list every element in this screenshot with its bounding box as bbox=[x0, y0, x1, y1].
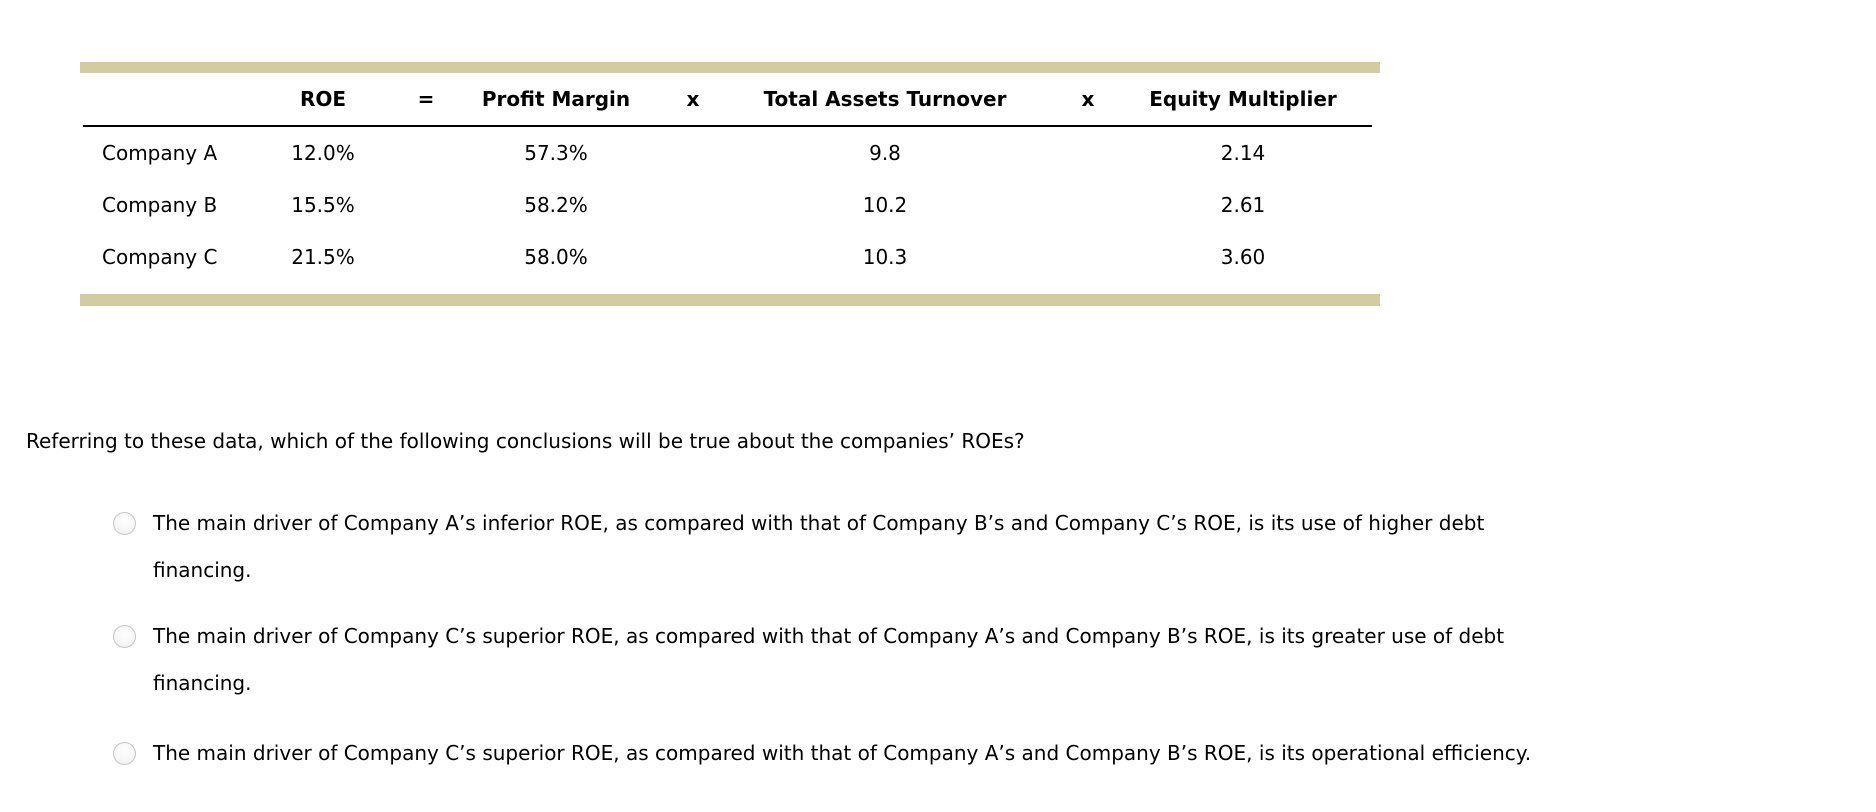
answer-option-line: The main driver of Company C’s superior … bbox=[153, 624, 1505, 648]
profit-margin-value: 57.3% bbox=[524, 141, 588, 165]
answer-option-1[interactable]: The main driver of Company A’s inferior … bbox=[113, 500, 1484, 594]
multiply-sign: x bbox=[1081, 87, 1095, 111]
answer-option-line: The main driver of Company A’s inferior … bbox=[153, 511, 1485, 535]
profit-margin-value: 58.2% bbox=[524, 193, 588, 217]
col-header-profit-margin: Profit Margin bbox=[481, 87, 631, 111]
table-row: Company C 21.5% 58.0% 10.3 3.60 bbox=[80, 231, 1380, 283]
answer-option-3[interactable]: The main driver of Company C’s superior … bbox=[113, 730, 1531, 777]
equity-multiplier-value: 3.60 bbox=[1220, 245, 1266, 269]
profit-margin-value: 58.0% bbox=[524, 245, 588, 269]
answer-option-2[interactable]: The main driver of Company C’s superior … bbox=[113, 613, 1504, 707]
total-assets-turnover-value: 10.2 bbox=[862, 193, 908, 217]
answer-option-text: The main driver of Company C’s superior … bbox=[153, 730, 1531, 777]
total-assets-turnover-value: 9.8 bbox=[869, 141, 901, 165]
company-name: Company A bbox=[102, 141, 218, 165]
col-header-company bbox=[80, 73, 268, 125]
col-header-equity-multiplier: Equity Multiplier bbox=[1149, 87, 1337, 111]
table-top-accent-bar bbox=[80, 62, 1380, 73]
answer-option-line: financing. bbox=[153, 671, 252, 695]
roe-value: 15.5% bbox=[291, 193, 355, 217]
col-header-roe: ROE bbox=[299, 87, 347, 111]
answer-option-line: financing. bbox=[153, 558, 252, 582]
table-header-rule bbox=[83, 125, 1372, 127]
equity-multiplier-value: 2.14 bbox=[1220, 141, 1266, 165]
table-bottom-accent-bar bbox=[80, 294, 1380, 306]
answer-option-text: The main driver of Company A’s inferior … bbox=[153, 500, 1484, 594]
total-assets-turnover-value: 10.3 bbox=[862, 245, 908, 269]
radio-button[interactable] bbox=[113, 742, 136, 765]
dupont-table: ROE = Profit Margin x Total Assets Turno… bbox=[80, 62, 1380, 306]
radio-button[interactable] bbox=[113, 625, 136, 648]
equals-sign: = bbox=[417, 87, 435, 111]
question-text: Referring to these data, which of the fo… bbox=[26, 429, 1025, 453]
multiply-sign: x bbox=[686, 87, 700, 111]
radio-button[interactable] bbox=[113, 512, 136, 535]
table-row: Company A 12.0% 57.3% 9.8 2.14 bbox=[80, 127, 1380, 179]
company-name: Company C bbox=[102, 245, 218, 269]
table-row: Company B 15.5% 58.2% 10.2 2.61 bbox=[80, 179, 1380, 231]
col-header-total-assets-turnover: Total Assets Turnover bbox=[763, 87, 1007, 111]
company-name: Company B bbox=[102, 193, 218, 217]
roe-value: 21.5% bbox=[291, 245, 355, 269]
roe-value: 12.0% bbox=[291, 141, 355, 165]
equity-multiplier-value: 2.61 bbox=[1220, 193, 1266, 217]
answer-option-line: The main driver of Company C’s superior … bbox=[153, 741, 1532, 765]
table-header-row: ROE = Profit Margin x Total Assets Turno… bbox=[80, 73, 1380, 125]
answer-option-text: The main driver of Company C’s superior … bbox=[153, 613, 1504, 707]
